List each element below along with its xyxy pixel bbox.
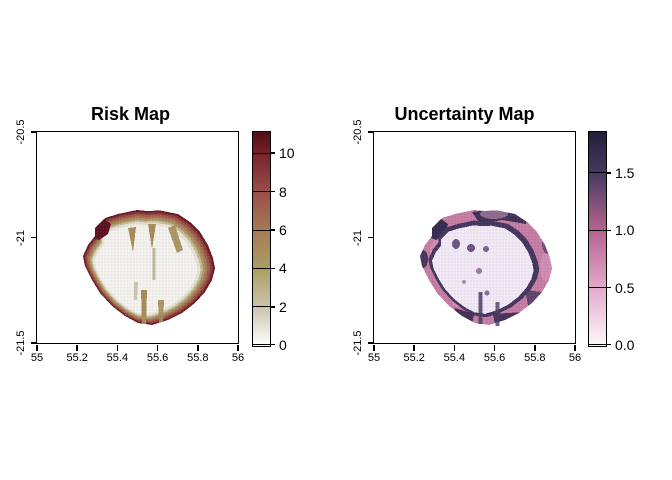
risk-x-tick (156, 344, 159, 351)
uncertainty-x-tick-label: 56 (568, 352, 582, 364)
risk-colorbar-label: 8 (279, 183, 287, 200)
risk-colorbar-tick (271, 343, 275, 346)
uncertainty-y-tick (367, 342, 374, 344)
uncertainty-y-tick (367, 236, 374, 239)
risk-colorbar-tick (271, 306, 275, 308)
risk-colorbar-tickline (253, 306, 270, 308)
uncertainty-colorbar-tickline (589, 287, 606, 289)
uncertainty-colorbar-tick (607, 286, 611, 289)
risk-x-tick-label: 55.4 (106, 352, 129, 364)
risk-map-title: Risk Map (90, 104, 171, 124)
uncertainty-x-tick (574, 344, 576, 351)
uncertainty-x-tick (534, 344, 536, 351)
uncertainty-y-tick (367, 131, 374, 133)
risk-colorbar-tick (271, 190, 275, 193)
uncertainty-x-tick-label: 55.4 (443, 352, 466, 364)
uncertainty-x-tick (453, 344, 456, 351)
risk-y-tick (30, 236, 37, 239)
risk-colorbar-label: 4 (279, 260, 287, 277)
risk-map-plot-box (35, 130, 239, 344)
risk-y-tick-label: -20.5 (15, 119, 27, 145)
risk-y-tick-label: -21.5 (15, 330, 27, 356)
risk-colorbar-tick (271, 152, 275, 154)
risk-colorbar-tickline (253, 267, 270, 269)
risk-x-tick (76, 344, 78, 351)
risk-colorbar-label: 2 (279, 298, 287, 315)
uncertainty-colorbar-tick (607, 172, 611, 174)
risk-x-tick (197, 344, 199, 351)
risk-colorbar-label: 0 (279, 336, 287, 353)
uncertainty-colorbar-tickline (589, 343, 606, 345)
risk-colorbar-tickline (253, 152, 270, 154)
uncertainty-colorbar-tickline (589, 229, 606, 231)
risk-colorbar-label: 10 (279, 145, 295, 161)
risk-x-tick (116, 344, 119, 351)
risk-x-tick-label: 56 (231, 352, 245, 364)
uncertainty-colorbar-tick (607, 343, 611, 346)
uncertainty-colorbar-tickline (589, 172, 606, 174)
uncertainty-colorbar-tick (607, 229, 611, 231)
uncertainty-colorbar-label: 0.0 (615, 336, 635, 353)
risk-y-tick-label: -21 (15, 229, 27, 246)
risk-x-tick-label: 55.2 (66, 352, 88, 364)
risk-colorbar-tick (271, 267, 275, 270)
uncertainty-y-tick-label: -21 (352, 229, 364, 246)
risk-colorbar-tickline (253, 191, 270, 192)
uncertainty-colorbar-label: 0.5 (615, 279, 635, 296)
risk-x-tick (36, 344, 38, 351)
risk-y-tick (30, 342, 37, 344)
risk-x-tick-label: 55.8 (187, 352, 209, 364)
uncertainty-x-tick-label: 55 (367, 352, 381, 364)
uncertainty-x-tick-label: 55.2 (403, 352, 425, 364)
uncertainty-colorbar-label: 1.0 (615, 222, 635, 239)
risk-x-tick-label: 55.6 (146, 352, 169, 364)
uncertainty-y-tick-label: -20.5 (352, 119, 364, 145)
risk-x-tick-label: 55 (30, 352, 44, 364)
uncertainty-map-plot-box (372, 130, 576, 344)
uncertainty-map-raster (419, 209, 552, 326)
risk-x-tick (237, 344, 239, 351)
risk-y-tick (30, 131, 37, 133)
risk-colorbar-tickline (253, 343, 270, 345)
risk-colorbar-label: 6 (279, 222, 287, 238)
uncertainty-colorbar (588, 131, 607, 347)
uncertainty-x-tick-label: 55.6 (483, 352, 506, 364)
risk-colorbar-tickline (253, 229, 270, 231)
risk-colorbar-tick (271, 229, 275, 231)
uncertainty-y-tick-label: -21.5 (352, 330, 364, 356)
uncertainty-x-tick-label: 55.8 (524, 352, 546, 364)
risk-map-raster (82, 209, 215, 325)
risk-colorbar (252, 131, 271, 347)
uncertainty-x-tick (373, 344, 375, 351)
uncertainty-x-tick (493, 344, 496, 351)
uncertainty-x-tick (413, 344, 415, 351)
uncertainty-map-title: Uncertainty Map (394, 104, 535, 124)
uncertainty-colorbar-label: 1.5 (615, 164, 635, 181)
